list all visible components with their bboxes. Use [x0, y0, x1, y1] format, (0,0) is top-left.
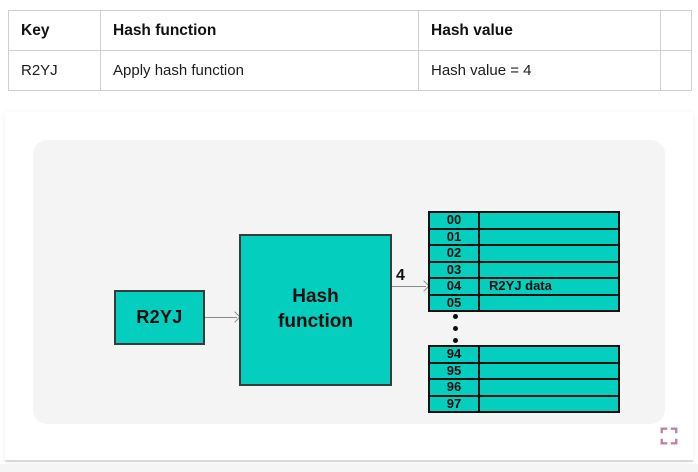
- bucket-index: 97: [428, 394, 480, 413]
- cell-extra: [660, 50, 692, 91]
- ellipsis-dot: [452, 338, 458, 343]
- bucket-row: 97: [428, 394, 620, 413]
- expand-image-button[interactable]: [657, 425, 681, 447]
- hash-function-box: Hash function: [239, 234, 392, 386]
- key-input-box: R2YJ: [114, 290, 205, 345]
- bucket-value: [478, 394, 620, 413]
- diagram-card: R2YJ Hash function 4 00 01 02: [5, 112, 693, 462]
- cell-hash-value: Hash value = 4: [418, 50, 661, 91]
- header-hash-function: Hash function: [100, 10, 419, 51]
- bucket-index: 04: [428, 277, 480, 296]
- bucket-table-lower: 94 95 96 97: [428, 345, 620, 413]
- bucket-value: [478, 293, 620, 312]
- header-hash-value: Hash value: [418, 10, 661, 51]
- header-key: Key: [8, 10, 101, 51]
- bucket-row: 03: [428, 260, 620, 279]
- bucket-row-target: 04 R2YJ data: [428, 277, 620, 296]
- bucket-index: 96: [428, 378, 480, 397]
- bucket-value: [478, 260, 620, 279]
- bucket-row: 94: [428, 345, 620, 364]
- info-table-header-row: Key Hash function Hash value: [8, 10, 692, 51]
- bucket-value: [478, 211, 620, 230]
- bucket-row: 02: [428, 244, 620, 263]
- page-footer-strip: [0, 464, 698, 472]
- cell-hash-function: Apply hash function: [100, 50, 419, 91]
- cell-key: R2YJ: [8, 50, 101, 91]
- bucket-index: 95: [428, 361, 480, 380]
- bucket-index: 00: [428, 211, 480, 230]
- ellipsis-dot: [452, 326, 458, 331]
- ellipsis-dots: [451, 314, 459, 350]
- hash-value-label: 4: [396, 267, 405, 284]
- header-extra: [660, 10, 692, 51]
- hash-function-box-label: Hash function: [278, 286, 353, 332]
- key-hash-info-table: Key Hash function Hash value R2YJ Apply …: [8, 10, 692, 91]
- bucket-row: 95: [428, 361, 620, 380]
- bucket-table-upper: 00 01 02 03 04 R2YJ data: [428, 211, 620, 312]
- bucket-value: [478, 227, 620, 246]
- bucket-value: [478, 378, 620, 397]
- bucket-index: 01: [428, 227, 480, 246]
- bucket-row: 01: [428, 227, 620, 246]
- info-table-data-row: R2YJ Apply hash function Hash value = 4: [8, 50, 692, 91]
- fullscreen-icon: [660, 427, 678, 445]
- bucket-row: 00: [428, 211, 620, 230]
- bucket-row: 96: [428, 378, 620, 397]
- ellipsis-dot: [452, 314, 458, 319]
- bucket-index: 05: [428, 293, 480, 312]
- diagram-panel: R2YJ Hash function 4 00 01 02: [33, 140, 665, 424]
- bucket-row: 05: [428, 293, 620, 312]
- bucket-index: 02: [428, 244, 480, 263]
- bucket-value: [478, 361, 620, 380]
- bucket-value: R2YJ data: [478, 277, 620, 296]
- bucket-index: 94: [428, 345, 480, 364]
- arrow-hash-to-bucket: [392, 286, 426, 287]
- bucket-value: [478, 345, 620, 364]
- bucket-index: 03: [428, 260, 480, 279]
- bucket-value: [478, 244, 620, 263]
- arrow-key-to-hash: [205, 317, 237, 318]
